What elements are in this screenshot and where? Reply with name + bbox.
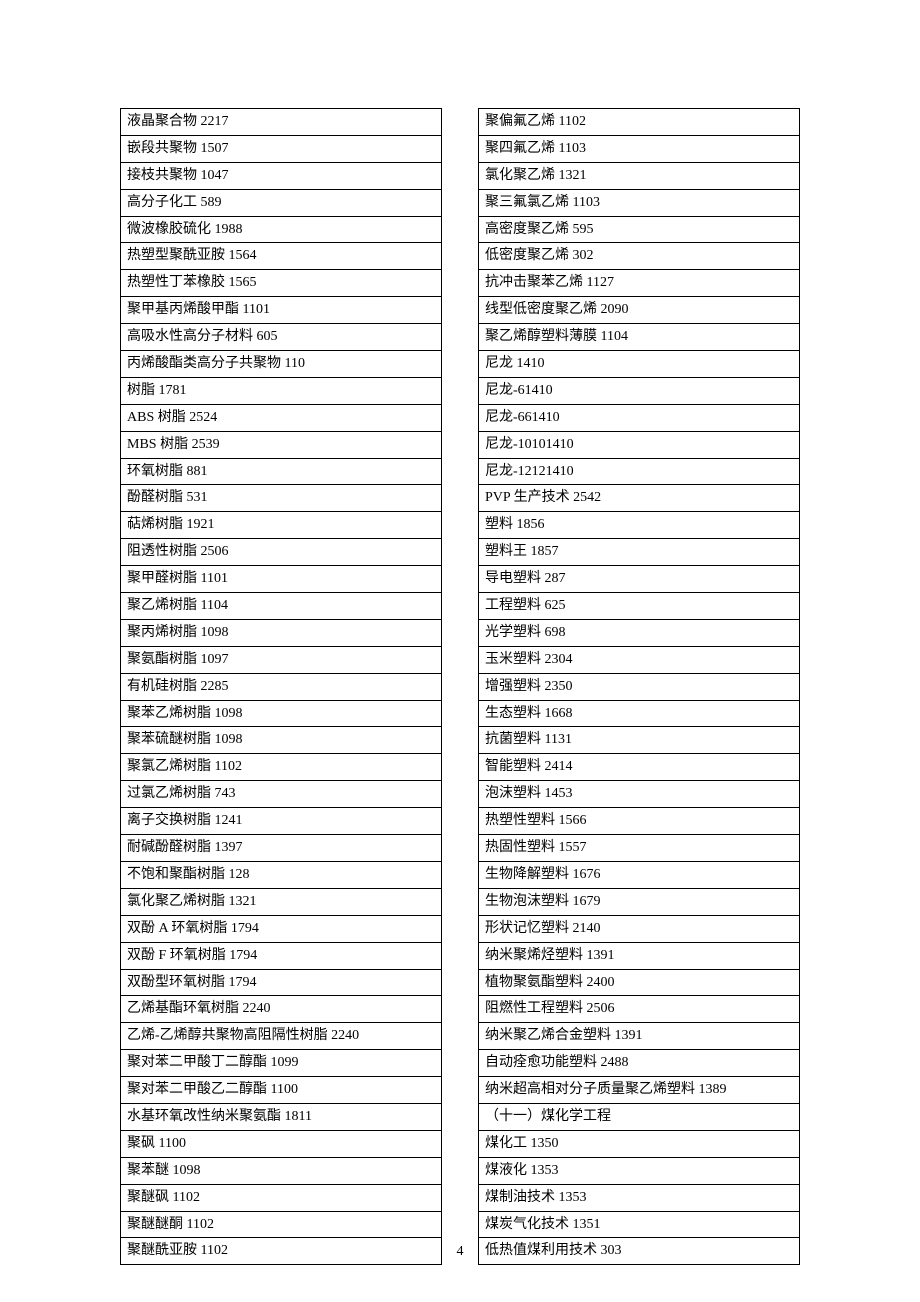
left-column-table: 液晶聚合物 2217嵌段共聚物 1507接枝共聚物 1047高分子化工 589微… — [120, 108, 442, 1265]
index-entry: 聚苯醚 1098 — [121, 1158, 441, 1185]
index-entry: 聚乙烯醇塑料薄膜 1104 — [479, 324, 799, 351]
index-entry: 玉米塑料 2304 — [479, 647, 799, 674]
index-entry: 形状记忆塑料 2140 — [479, 916, 799, 943]
index-entry: 氯化聚乙烯树脂 1321 — [121, 889, 441, 916]
index-entry: 植物聚氨酯塑料 2400 — [479, 970, 799, 997]
index-entry: 生物泡沫塑料 1679 — [479, 889, 799, 916]
index-entry: 聚氨酯树脂 1097 — [121, 647, 441, 674]
right-column-table: 聚偏氟乙烯 1102聚四氟乙烯 1103氯化聚乙烯 1321聚三氟氯乙烯 110… — [478, 108, 800, 1265]
index-entry: 聚对苯二甲酸乙二醇酯 1100 — [121, 1077, 441, 1104]
index-entry: 自动痊愈功能塑料 2488 — [479, 1050, 799, 1077]
index-entry: 聚苯乙烯树脂 1098 — [121, 701, 441, 728]
index-entry: 聚氯乙烯树脂 1102 — [121, 754, 441, 781]
index-entry: 纳米聚烯烃塑料 1391 — [479, 943, 799, 970]
index-entry: 氯化聚乙烯 1321 — [479, 163, 799, 190]
index-entry: 双酚型环氧树脂 1794 — [121, 970, 441, 997]
page-number: 4 — [0, 1244, 920, 1260]
index-entry: 接枝共聚物 1047 — [121, 163, 441, 190]
index-entry: 阻透性树脂 2506 — [121, 539, 441, 566]
index-entry: 煤化工 1350 — [479, 1131, 799, 1158]
index-entry: 过氯乙烯树脂 743 — [121, 781, 441, 808]
index-entry: 抗冲击聚苯乙烯 1127 — [479, 270, 799, 297]
index-entry: 双酚 A 环氧树脂 1794 — [121, 916, 441, 943]
index-entry: 聚甲醛树脂 1101 — [121, 566, 441, 593]
index-entry: 增强塑料 2350 — [479, 674, 799, 701]
index-entry: MBS 树脂 2539 — [121, 432, 441, 459]
index-entry: 耐碱酚醛树脂 1397 — [121, 835, 441, 862]
index-entry: 聚乙烯树脂 1104 — [121, 593, 441, 620]
index-entry: 泡沫塑料 1453 — [479, 781, 799, 808]
index-entry: 双酚 F 环氧树脂 1794 — [121, 943, 441, 970]
index-entry: 线型低密度聚乙烯 2090 — [479, 297, 799, 324]
two-column-layout: 液晶聚合物 2217嵌段共聚物 1507接枝共聚物 1047高分子化工 589微… — [120, 108, 800, 1265]
index-entry: 智能塑料 2414 — [479, 754, 799, 781]
index-entry: 低密度聚乙烯 302 — [479, 243, 799, 270]
index-entry: 尼龙 1410 — [479, 351, 799, 378]
index-entry: 嵌段共聚物 1507 — [121, 136, 441, 163]
document-page: 液晶聚合物 2217嵌段共聚物 1507接枝共聚物 1047高分子化工 589微… — [0, 0, 920, 1302]
index-entry: 高密度聚乙烯 595 — [479, 217, 799, 244]
index-entry: 尼龙-61410 — [479, 378, 799, 405]
index-entry: 酚醛树脂 531 — [121, 485, 441, 512]
index-entry: 萜烯树脂 1921 — [121, 512, 441, 539]
index-entry: （十一）煤化学工程 — [479, 1104, 799, 1131]
index-entry: 塑料王 1857 — [479, 539, 799, 566]
index-entry: 液晶聚合物 2217 — [121, 109, 441, 136]
index-entry: 乙烯基酯环氧树脂 2240 — [121, 996, 441, 1023]
index-entry: 聚甲基丙烯酸甲酯 1101 — [121, 297, 441, 324]
index-entry: 环氧树脂 881 — [121, 459, 441, 486]
index-entry: 工程塑料 625 — [479, 593, 799, 620]
index-entry: 聚丙烯树脂 1098 — [121, 620, 441, 647]
index-entry: 热塑性丁苯橡胶 1565 — [121, 270, 441, 297]
index-entry: 乙烯-乙烯醇共聚物高阻隔性树脂 2240 — [121, 1023, 441, 1050]
index-entry: ABS 树脂 2524 — [121, 405, 441, 432]
index-entry: 纳米超高相对分子质量聚乙烯塑料 1389 — [479, 1077, 799, 1104]
index-entry: 煤制油技术 1353 — [479, 1185, 799, 1212]
index-entry: 煤液化 1353 — [479, 1158, 799, 1185]
index-entry: 尼龙-12121410 — [479, 459, 799, 486]
index-entry: 聚偏氟乙烯 1102 — [479, 109, 799, 136]
index-entry: 微波橡胶硫化 1988 — [121, 217, 441, 244]
index-entry: 阻燃性工程塑料 2506 — [479, 996, 799, 1023]
index-entry: 纳米聚乙烯合金塑料 1391 — [479, 1023, 799, 1050]
index-entry: 尼龙-661410 — [479, 405, 799, 432]
index-entry: 水基环氧改性纳米聚氨酯 1811 — [121, 1104, 441, 1131]
index-entry: 塑料 1856 — [479, 512, 799, 539]
index-entry: 抗菌塑料 1131 — [479, 727, 799, 754]
index-entry: 聚醚醚酮 1102 — [121, 1212, 441, 1239]
index-entry: 生物降解塑料 1676 — [479, 862, 799, 889]
index-entry: 导电塑料 287 — [479, 566, 799, 593]
index-entry: 有机硅树脂 2285 — [121, 674, 441, 701]
index-entry: 丙烯酸酯类高分子共聚物 110 — [121, 351, 441, 378]
index-entry: 热塑性塑料 1566 — [479, 808, 799, 835]
index-entry: 聚三氟氯乙烯 1103 — [479, 190, 799, 217]
index-entry: 生态塑料 1668 — [479, 701, 799, 728]
index-entry: 煤炭气化技术 1351 — [479, 1212, 799, 1239]
index-entry: 聚醚砜 1102 — [121, 1185, 441, 1212]
index-entry: 热塑型聚酰亚胺 1564 — [121, 243, 441, 270]
index-entry: 高分子化工 589 — [121, 190, 441, 217]
index-entry: 离子交换树脂 1241 — [121, 808, 441, 835]
index-entry: 聚对苯二甲酸丁二醇酯 1099 — [121, 1050, 441, 1077]
index-entry: 不饱和聚酯树脂 128 — [121, 862, 441, 889]
index-entry: 高吸水性高分子材料 605 — [121, 324, 441, 351]
index-entry: PVP 生产技术 2542 — [479, 485, 799, 512]
index-entry: 尼龙-10101410 — [479, 432, 799, 459]
index-entry: 聚砜 1100 — [121, 1131, 441, 1158]
index-entry: 光学塑料 698 — [479, 620, 799, 647]
index-entry: 树脂 1781 — [121, 378, 441, 405]
index-entry: 聚苯硫醚树脂 1098 — [121, 727, 441, 754]
index-entry: 聚四氟乙烯 1103 — [479, 136, 799, 163]
index-entry: 热固性塑料 1557 — [479, 835, 799, 862]
